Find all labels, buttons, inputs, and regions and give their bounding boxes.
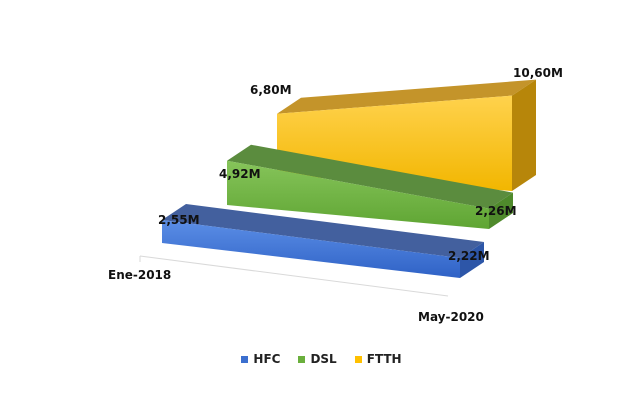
area-side-ftth (512, 79, 536, 191)
data-label-ftth-end: 10,60M (513, 66, 563, 80)
legend-label: HFC (253, 352, 281, 366)
data-label-dsl-start: 4,92M (219, 167, 261, 181)
area-top-ftth (277, 79, 536, 114)
legend-swatch (241, 355, 249, 363)
area-top-hfc (162, 204, 484, 259)
area-side-dsl (489, 192, 513, 229)
data-label-hfc-start: 2,55M (158, 213, 200, 227)
legend-item-dsl[interactable]: DSL (298, 352, 337, 366)
data-label-dsl-end: 2,26M (475, 204, 517, 218)
data-label-hfc-end: 2,22M (448, 249, 490, 263)
area-front-dsl (227, 160, 489, 229)
legend-item-hfc[interactable]: HFC (241, 352, 280, 366)
legend-label: FTTH (366, 352, 402, 366)
category-axis-floor (139, 255, 449, 297)
legend: HFC DSL FTTH (0, 352, 643, 366)
legend-item-ftth[interactable]: FTTH (354, 352, 402, 366)
x-tick-label: Ene-2018 (108, 268, 172, 282)
area-front-hfc (162, 220, 460, 278)
area-side-hfc (460, 242, 484, 278)
x-tick-label: May-2020 (418, 310, 484, 324)
area-top-dsl (227, 144, 513, 209)
legend-label: DSL (310, 352, 337, 366)
legend-swatch (298, 355, 306, 363)
data-label-ftth-start: 6,80M (250, 83, 292, 97)
legend-swatch (354, 355, 362, 363)
